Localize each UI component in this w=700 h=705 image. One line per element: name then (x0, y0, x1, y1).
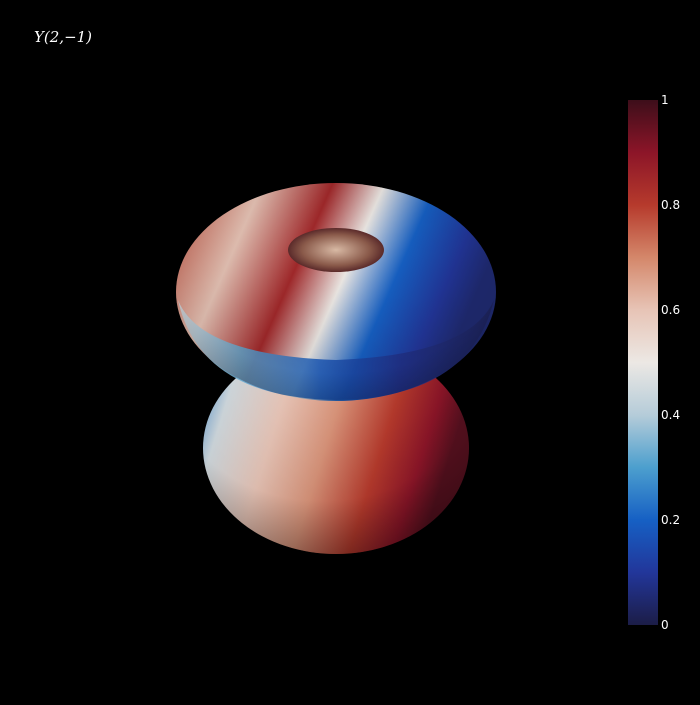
colorbar-tick-label: 0.4 (661, 408, 680, 422)
colorbar-ticks: 0 0.2 0.4 0.6 0.8 1 (661, 93, 680, 632)
torus-hole (288, 228, 384, 272)
chart-title: Y(2,−1) (34, 28, 93, 46)
colorbar-bar (628, 100, 658, 625)
colorbar-tick-label: 0 (661, 618, 669, 632)
upper-torus-shadow (176, 183, 496, 401)
colorbar: 0 0.2 0.4 0.6 0.8 1 (628, 93, 680, 632)
lower-lobe (203, 342, 469, 554)
colorbar-tick-label: 0.2 (661, 513, 680, 527)
colorbar-tick-label: 1 (661, 93, 669, 107)
colorbar-tick-label: 0.8 (661, 198, 680, 212)
upper-torus (176, 183, 496, 401)
colorbar-tick-label: 0.6 (661, 303, 680, 317)
lower-lobe-shadow (203, 342, 469, 554)
